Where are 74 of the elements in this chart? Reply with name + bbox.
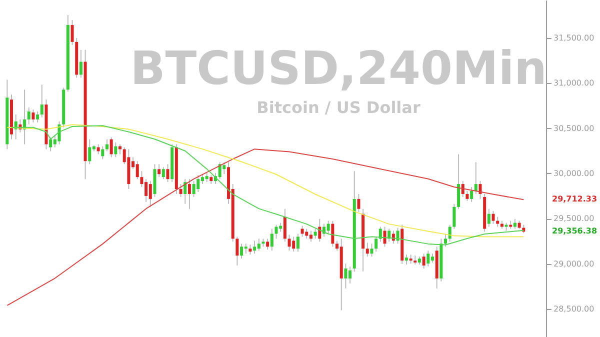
candlestick	[474, 162, 478, 194]
text: 29,712.33	[552, 194, 598, 204]
candlestick	[118, 144, 122, 155]
candlestick	[101, 146, 104, 160]
candlestick	[253, 240, 256, 254]
candlestick	[496, 216, 500, 228]
candlestick	[136, 160, 139, 180]
candlestick	[457, 154, 460, 210]
candlestick	[257, 238, 260, 252]
candlestick	[331, 220, 334, 248]
candlestick	[513, 218, 516, 230]
candlestick	[296, 233, 300, 252]
y-tick-label: 29,500.00	[554, 214, 594, 224]
candlestick	[240, 243, 244, 260]
candlestick	[222, 162, 226, 175]
candlestick	[492, 210, 495, 224]
line-series	[6, 148, 524, 306]
candlestick	[188, 178, 191, 210]
candlestick	[366, 242, 369, 258]
candlestick	[283, 208, 286, 242]
text: 29,356.38	[552, 226, 598, 236]
candlestick	[292, 236, 296, 252]
y-tick-label: 29,000.00	[554, 259, 594, 268]
candlestick	[470, 186, 474, 202]
candlestick	[426, 250, 430, 268]
candlestick	[357, 193, 360, 212]
candlestick	[326, 220, 330, 234]
candlestick	[184, 178, 187, 204]
candlestick	[466, 190, 469, 202]
candlestick	[70, 20, 74, 46]
y-tick-label: 28,500.00	[554, 304, 594, 314]
candlestick	[40, 84, 44, 118]
candlestick	[288, 234, 291, 252]
candlestick	[344, 263, 348, 289]
candlestick	[461, 180, 464, 198]
candlestick	[88, 138, 92, 165]
candlestick	[244, 243, 248, 254]
candlestick	[452, 203, 456, 230]
candlestick	[218, 162, 222, 180]
candlestick	[266, 238, 270, 250]
candlestick	[114, 142, 118, 158]
candlestick	[192, 180, 196, 198]
candlestick	[370, 243, 374, 258]
candlestick	[36, 110, 40, 123]
candlestick	[487, 208, 490, 228]
candlestick	[179, 184, 182, 198]
candlestick	[158, 164, 161, 178]
candlestick	[166, 164, 170, 183]
candlestick	[27, 107, 30, 125]
y-tick-label: 30,500.00	[554, 124, 594, 133]
candlestick	[422, 253, 426, 270]
candlestick	[148, 180, 152, 208]
candlestick	[274, 224, 278, 240]
candlestick	[300, 225, 304, 238]
candlestick	[248, 244, 252, 256]
candlestick	[32, 109, 35, 123]
candlestick	[404, 254, 408, 266]
candlestick	[79, 49, 82, 78]
candlestick	[444, 233, 448, 248]
candlestick	[314, 228, 317, 240]
candlestick	[374, 236, 378, 252]
candlestick	[270, 228, 274, 252]
candlestick	[105, 138, 108, 152]
candlestick	[309, 230, 312, 242]
y-tick-label: 31,500.00	[554, 33, 594, 42]
candlestick	[305, 228, 308, 240]
candlestick	[110, 136, 113, 158]
candlestick	[478, 180, 482, 200]
candlestick	[236, 236, 239, 266]
y-tick-label: 31,000.00	[554, 78, 594, 88]
y-tick-label: 30,000.00	[554, 168, 594, 178]
candlestick	[49, 136, 52, 152]
candlestick	[162, 166, 165, 180]
candlestick	[196, 174, 200, 192]
